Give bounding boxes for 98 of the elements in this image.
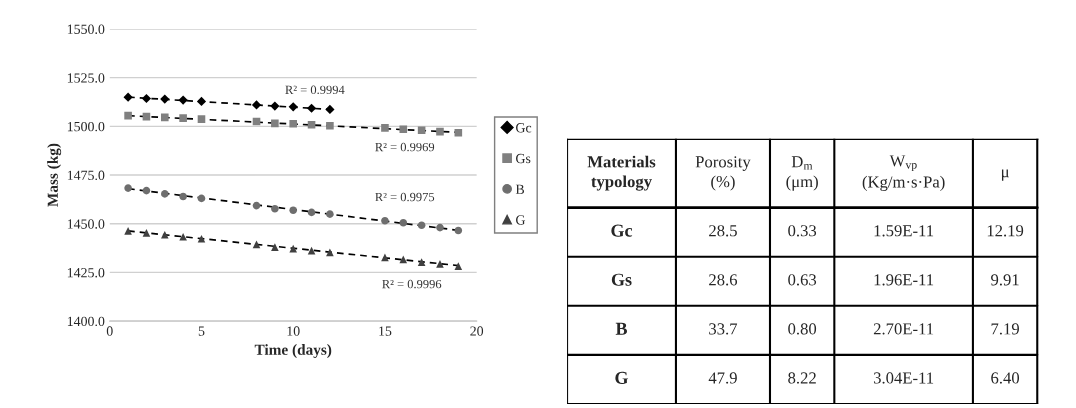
legend-label: Gs: [516, 153, 531, 164]
text: 0.80: [788, 323, 817, 335]
point: [326, 210, 334, 218]
legend-label: Gc: [516, 123, 532, 133]
point: [123, 92, 133, 102]
category-label: μ: [1001, 169, 1009, 181]
annotation: R² = 0.9994: [285, 85, 345, 95]
point: [142, 186, 151, 195]
y-tick-label: 1400.0: [67, 316, 105, 327]
legend-label: G: [516, 215, 526, 225]
y-axis-title: Mass (kg): [47, 143, 62, 207]
text: 33.7: [709, 323, 738, 335]
point: [436, 260, 444, 268]
point: [326, 248, 334, 257]
y-tick-label: 1525.0: [67, 73, 105, 83]
x-tick-label: 20: [470, 326, 484, 336]
point: [325, 104, 335, 115]
point: [289, 120, 298, 128]
y-tick-label: 1475.0: [67, 170, 105, 181]
point: [179, 232, 187, 241]
text: 1.59E-11: [874, 225, 934, 237]
x-tick-label: 0: [106, 326, 113, 336]
point: [160, 94, 170, 104]
y-tick-label: 1425.0: [67, 267, 105, 278]
point: [326, 121, 334, 130]
text: 3.04E-11: [873, 372, 934, 384]
point: [160, 190, 169, 198]
text: 7.19: [991, 323, 1019, 335]
category-label: W$_{vp}$ (Kg/m·s·Pa): [862, 155, 945, 192]
category-label: D$_{m}$ (μm): [786, 156, 818, 191]
point: [289, 206, 298, 215]
text: 9.91: [991, 274, 1019, 286]
point: [179, 192, 187, 201]
point: [454, 262, 463, 270]
point: [124, 111, 132, 120]
point: [417, 126, 426, 135]
point: [124, 227, 132, 235]
legend-label: B: [515, 184, 525, 194]
point: [289, 244, 298, 253]
y-tick-label: 1450.0: [67, 219, 105, 229]
point: [306, 103, 317, 113]
category-label: G: [615, 371, 629, 384]
point: [436, 127, 444, 136]
text: 47.9: [708, 372, 737, 384]
text: 2.70E-11: [873, 323, 934, 335]
point: [417, 258, 426, 266]
x-tick-label: 5: [198, 326, 205, 336]
point: [307, 120, 316, 129]
y-tick-label: 1500.0: [67, 121, 105, 132]
point: [197, 115, 206, 123]
text: 8.22: [788, 372, 816, 384]
point: [381, 124, 389, 132]
x-tick-label: 10: [287, 326, 300, 336]
annotation: R² = 0.9975: [375, 192, 435, 202]
point: [436, 223, 444, 232]
text: 28.5: [709, 225, 737, 237]
text: 0.33: [788, 225, 817, 237]
point: [381, 216, 389, 225]
category-label: Gs: [611, 273, 632, 286]
text: 6.40: [991, 372, 1020, 384]
text: 28.6: [709, 274, 738, 286]
point: [179, 114, 187, 122]
point: [454, 128, 463, 137]
point: [160, 231, 169, 239]
y-tick-label: 1550.0: [67, 24, 105, 34]
annotation: R² = 0.9996: [382, 279, 442, 289]
point: [288, 102, 298, 112]
category-label: Gc: [611, 224, 633, 237]
point: [454, 226, 463, 235]
point: [197, 194, 206, 203]
point: [141, 93, 152, 104]
point: [271, 119, 279, 128]
point: [251, 100, 262, 110]
point: [381, 253, 389, 262]
text: 12.19: [987, 225, 1024, 237]
category-label: Materials typology: [587, 155, 656, 191]
category-label: Porosity (%): [695, 156, 751, 191]
point: [160, 113, 169, 122]
point: [178, 95, 188, 105]
point: [399, 255, 408, 264]
point: [270, 101, 280, 111]
text: 1.96E-11: [874, 274, 934, 286]
point: [417, 221, 426, 230]
point: [196, 96, 207, 107]
point: [124, 184, 132, 192]
point: [271, 243, 279, 251]
x-axis-title: Time (days): [254, 344, 332, 359]
point: [197, 234, 206, 243]
x-tick-label: 15: [379, 326, 392, 336]
category-label: B: [615, 322, 628, 335]
point: [252, 201, 261, 210]
point: [399, 218, 408, 227]
point: [142, 229, 151, 237]
point: [399, 125, 408, 134]
point: [271, 204, 279, 213]
point: [307, 208, 316, 217]
annotation: R² = 0.9969: [375, 142, 435, 152]
text: 0.63: [788, 274, 817, 286]
